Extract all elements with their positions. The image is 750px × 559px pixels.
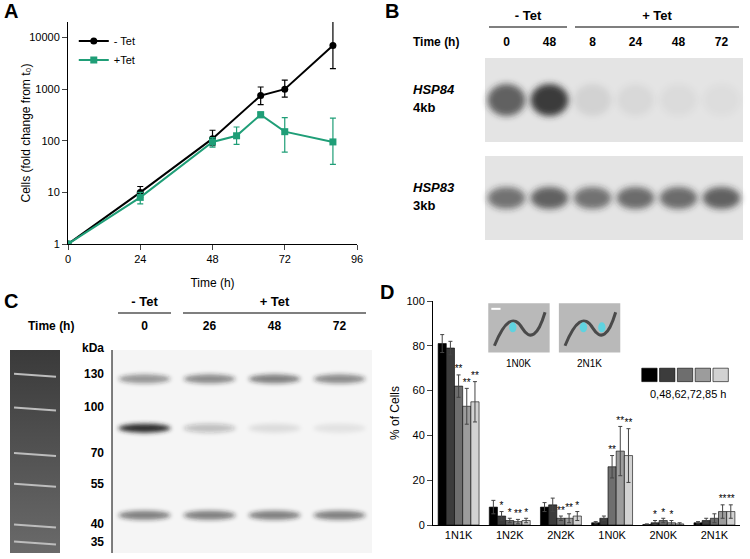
svg-text:96: 96 <box>351 253 363 265</box>
svg-text:1N2K: 1N2K <box>496 529 524 541</box>
svg-text:26: 26 <box>203 319 217 333</box>
svg-text:Time (h): Time (h) <box>413 35 459 49</box>
svg-text:130: 130 <box>84 367 104 381</box>
svg-text:% of Cells: % of Cells <box>388 386 402 440</box>
svg-text:0: 0 <box>419 519 425 531</box>
svg-text:1N0K: 1N0K <box>598 529 626 541</box>
svg-text:24: 24 <box>629 35 643 49</box>
svg-text:2N0K: 2N0K <box>649 529 677 541</box>
svg-text:3kb: 3kb <box>413 198 435 213</box>
svg-text:**: ** <box>463 377 471 388</box>
svg-text:24: 24 <box>134 253 146 265</box>
svg-text:Cells (fold change from t₀): Cells (fold change from t₀) <box>19 63 33 202</box>
svg-text:0: 0 <box>141 319 148 333</box>
svg-text:80: 80 <box>413 340 425 352</box>
svg-text:+ Tet: + Tet <box>260 294 290 309</box>
svg-text:HSP83: HSP83 <box>413 180 455 195</box>
svg-text:0,48,62,72,85 h: 0,48,62,72,85 h <box>650 388 726 400</box>
svg-text:2N2K: 2N2K <box>547 529 575 541</box>
svg-text:100: 100 <box>406 295 424 307</box>
svg-text:*: * <box>653 509 657 520</box>
svg-text:**: ** <box>625 417 633 428</box>
svg-text:72: 72 <box>333 319 347 333</box>
svg-text:**: ** <box>455 363 463 374</box>
html-text:D: D <box>380 281 395 303</box>
svg-text:72: 72 <box>715 35 729 49</box>
svg-text:HSP84: HSP84 <box>413 82 455 97</box>
html-text:B: B <box>385 0 400 22</box>
svg-text:70: 70 <box>91 446 105 460</box>
svg-text:*: * <box>508 507 512 518</box>
svg-text:+ Tet: + Tet <box>642 8 672 23</box>
svg-text:**: ** <box>514 508 522 519</box>
svg-text:- Tet: - Tet <box>515 8 542 23</box>
svg-text:- Tet: - Tet <box>114 35 135 47</box>
svg-text:48: 48 <box>672 35 686 49</box>
svg-text:kDa: kDa <box>82 341 104 355</box>
svg-text:48: 48 <box>543 35 557 49</box>
svg-text:10000: 10000 <box>29 31 60 43</box>
svg-text:4kb: 4kb <box>413 100 435 115</box>
svg-text:- Tet: - Tet <box>131 294 158 309</box>
svg-text:**: ** <box>727 493 735 504</box>
svg-text:1N1K: 1N1K <box>445 529 473 541</box>
svg-text:*: * <box>661 507 665 518</box>
svg-text:Time (h): Time (h) <box>28 319 74 333</box>
svg-text:20: 20 <box>413 474 425 486</box>
svg-text:100: 100 <box>84 400 104 414</box>
svg-text:0: 0 <box>65 253 71 265</box>
svg-text:2N1K: 2N1K <box>701 529 729 541</box>
svg-text:48: 48 <box>206 253 218 265</box>
svg-text:40: 40 <box>91 517 105 531</box>
svg-text:**: ** <box>565 502 573 513</box>
svg-text:*: * <box>500 500 504 511</box>
svg-text:1N0K: 1N0K <box>506 358 531 369</box>
svg-text:*: * <box>524 507 528 518</box>
svg-text:**: ** <box>616 415 624 426</box>
svg-text:55: 55 <box>91 477 105 491</box>
svg-text:100: 100 <box>41 135 59 147</box>
svg-text:**: ** <box>608 444 616 455</box>
html-text:C: C <box>4 290 19 312</box>
svg-text:**: ** <box>719 493 727 504</box>
svg-text:1000: 1000 <box>35 83 59 95</box>
svg-text:*: * <box>669 509 673 520</box>
svg-text:*: * <box>575 500 579 511</box>
svg-text:48: 48 <box>268 319 282 333</box>
svg-text:72: 72 <box>279 253 291 265</box>
svg-text:40: 40 <box>413 429 425 441</box>
svg-text:35: 35 <box>91 535 105 549</box>
svg-text:2N1K: 2N1K <box>577 358 602 369</box>
svg-text:Time (h): Time (h) <box>190 276 234 290</box>
svg-text:**: ** <box>471 370 479 381</box>
svg-text:60: 60 <box>413 384 425 396</box>
html-text:A: A <box>4 0 19 22</box>
svg-text:10: 10 <box>48 186 60 198</box>
svg-text:1: 1 <box>54 238 60 250</box>
svg-text:8: 8 <box>589 35 596 49</box>
svg-text:+Tet: +Tet <box>114 54 135 66</box>
svg-text:**: ** <box>557 505 565 516</box>
svg-text:0: 0 <box>503 35 510 49</box>
